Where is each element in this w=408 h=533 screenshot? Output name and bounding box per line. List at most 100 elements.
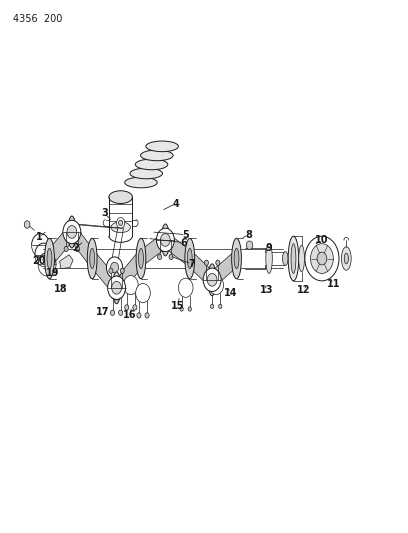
Circle shape bbox=[317, 252, 327, 265]
Ellipse shape bbox=[141, 150, 173, 161]
Ellipse shape bbox=[203, 268, 221, 292]
Ellipse shape bbox=[108, 276, 126, 300]
Polygon shape bbox=[89, 253, 120, 293]
Text: 12: 12 bbox=[297, 286, 310, 295]
Ellipse shape bbox=[137, 313, 141, 318]
Ellipse shape bbox=[157, 254, 162, 260]
Text: 11: 11 bbox=[327, 279, 341, 288]
Ellipse shape bbox=[211, 304, 214, 309]
Ellipse shape bbox=[282, 252, 288, 265]
Text: 2: 2 bbox=[73, 243, 79, 253]
Ellipse shape bbox=[185, 238, 195, 279]
Ellipse shape bbox=[67, 225, 77, 238]
Text: 7: 7 bbox=[188, 259, 195, 269]
Ellipse shape bbox=[207, 273, 217, 286]
Text: 3: 3 bbox=[101, 208, 108, 219]
Polygon shape bbox=[68, 227, 96, 264]
Ellipse shape bbox=[187, 248, 192, 269]
Ellipse shape bbox=[234, 248, 239, 269]
Ellipse shape bbox=[119, 310, 123, 316]
Ellipse shape bbox=[75, 246, 80, 252]
Circle shape bbox=[305, 236, 339, 281]
Polygon shape bbox=[209, 252, 239, 286]
Ellipse shape bbox=[209, 276, 224, 295]
Ellipse shape bbox=[64, 246, 68, 252]
Polygon shape bbox=[113, 253, 145, 293]
Text: 4: 4 bbox=[172, 199, 179, 209]
Ellipse shape bbox=[145, 313, 149, 318]
Ellipse shape bbox=[125, 305, 129, 310]
Text: 13: 13 bbox=[260, 286, 274, 295]
Ellipse shape bbox=[169, 254, 173, 260]
Ellipse shape bbox=[44, 238, 54, 279]
Ellipse shape bbox=[344, 253, 348, 264]
Ellipse shape bbox=[115, 280, 119, 296]
Text: 14: 14 bbox=[224, 288, 237, 298]
Ellipse shape bbox=[135, 159, 168, 169]
Circle shape bbox=[246, 241, 253, 249]
Ellipse shape bbox=[124, 276, 138, 295]
Ellipse shape bbox=[133, 305, 137, 310]
Text: 16: 16 bbox=[123, 310, 137, 320]
Ellipse shape bbox=[136, 238, 146, 279]
Ellipse shape bbox=[291, 244, 296, 273]
Ellipse shape bbox=[216, 260, 220, 265]
Text: 18: 18 bbox=[54, 284, 68, 294]
Ellipse shape bbox=[160, 233, 170, 246]
Ellipse shape bbox=[63, 220, 81, 244]
Ellipse shape bbox=[109, 268, 113, 273]
Ellipse shape bbox=[178, 278, 193, 297]
Ellipse shape bbox=[156, 228, 174, 252]
Polygon shape bbox=[162, 233, 193, 265]
Ellipse shape bbox=[117, 217, 125, 228]
Text: 1: 1 bbox=[36, 232, 43, 243]
Ellipse shape bbox=[109, 281, 124, 300]
Ellipse shape bbox=[219, 304, 222, 309]
Ellipse shape bbox=[204, 260, 208, 265]
Ellipse shape bbox=[139, 248, 144, 269]
Ellipse shape bbox=[288, 236, 299, 281]
Ellipse shape bbox=[87, 238, 97, 279]
Ellipse shape bbox=[111, 262, 119, 273]
Text: 15: 15 bbox=[171, 301, 184, 311]
Circle shape bbox=[24, 221, 30, 228]
Ellipse shape bbox=[90, 248, 95, 269]
Polygon shape bbox=[60, 255, 73, 269]
Text: 19: 19 bbox=[46, 268, 60, 278]
Ellipse shape bbox=[299, 245, 304, 272]
Ellipse shape bbox=[210, 272, 214, 288]
Ellipse shape bbox=[232, 238, 242, 279]
Ellipse shape bbox=[119, 220, 123, 225]
Ellipse shape bbox=[47, 248, 52, 269]
Ellipse shape bbox=[341, 247, 351, 270]
Ellipse shape bbox=[125, 177, 157, 188]
Ellipse shape bbox=[161, 224, 169, 256]
Ellipse shape bbox=[68, 216, 76, 248]
Text: 10: 10 bbox=[315, 235, 329, 245]
Polygon shape bbox=[138, 233, 168, 265]
Ellipse shape bbox=[112, 281, 122, 294]
Text: 17: 17 bbox=[95, 306, 109, 317]
Ellipse shape bbox=[106, 257, 123, 278]
Ellipse shape bbox=[208, 264, 216, 296]
Ellipse shape bbox=[163, 232, 167, 248]
Ellipse shape bbox=[146, 141, 178, 152]
Ellipse shape bbox=[130, 168, 162, 179]
Ellipse shape bbox=[136, 284, 150, 303]
Ellipse shape bbox=[70, 224, 74, 240]
Ellipse shape bbox=[180, 307, 183, 311]
Ellipse shape bbox=[111, 222, 131, 232]
Text: 4356  200: 4356 200 bbox=[13, 14, 62, 24]
Ellipse shape bbox=[120, 268, 124, 273]
Text: 20: 20 bbox=[33, 256, 46, 266]
Polygon shape bbox=[46, 227, 75, 264]
Text: 6: 6 bbox=[180, 238, 187, 247]
Ellipse shape bbox=[111, 310, 115, 316]
Text: 8: 8 bbox=[245, 230, 252, 240]
Polygon shape bbox=[186, 253, 215, 286]
Text: 9: 9 bbox=[266, 243, 273, 253]
Ellipse shape bbox=[109, 191, 133, 204]
Ellipse shape bbox=[113, 272, 121, 304]
Polygon shape bbox=[64, 224, 78, 237]
Ellipse shape bbox=[188, 307, 191, 311]
